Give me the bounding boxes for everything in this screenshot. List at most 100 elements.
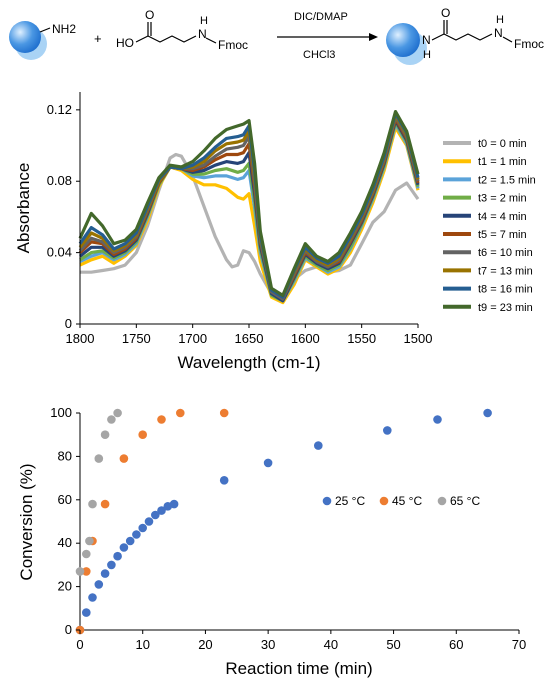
conv-point-s1 (100, 499, 110, 509)
conv-legend: 25 °C 45 °C 65 °C (322, 494, 480, 508)
conv-point-s2 (85, 536, 94, 546)
conv-point-s2 (88, 499, 97, 509)
conv-y-tick-label: 0 (65, 622, 72, 637)
plus-sign: + (94, 31, 102, 46)
ir-legend-label: t4 = 4 min (478, 211, 527, 223)
conv-point-s2 (107, 415, 116, 424)
conv-point-s0 (113, 551, 122, 561)
conv-legend-label: 25 °C (335, 494, 365, 508)
conditions-bottom: CHCl3 (303, 49, 335, 61)
conv-y-tick-label: 100 (50, 405, 72, 420)
conv-point-s0 (125, 536, 135, 546)
ir-y-axis-label: Absorbance (14, 163, 33, 254)
acid-ho-label: HO (116, 36, 134, 50)
conv-x-tick-label: 40 (324, 637, 338, 652)
ir-x-axis-label: Wavelength (cm-1) (178, 353, 321, 372)
ir-legend-label: t8 = 16 min (478, 284, 533, 296)
conv-point-s1 (82, 567, 91, 576)
resin-bead-right (386, 23, 420, 57)
conv-x-axis-label: Reaction time (min) (225, 659, 372, 678)
amine-label: NH2 (52, 22, 76, 36)
conv-point-s1 (219, 408, 229, 418)
product-fmoc-bond (502, 36, 513, 43)
ir-legend: t0 = 0 min t1 = 1 min t2 = 1.5 min t3 = 2 m… (443, 138, 536, 314)
conv-point-s0 (94, 580, 104, 589)
conv-point-s0 (314, 441, 323, 450)
conv-x-tick-label: 70 (512, 637, 526, 652)
conv-legend-label: 65 °C (450, 494, 480, 508)
ir-x-tick-label: 1750 (122, 331, 151, 346)
reaction-scheme: NH2 + HO O H N Fmoc DIC/DMAP CHCl3 N H O… (9, 6, 544, 65)
conv-point-s0 (82, 608, 91, 617)
ir-legend-label: t6 = 10 min (478, 247, 533, 259)
ir-spectra-chart: 1800 1750 1700 1650 1600 1550 1500 0 0.04 0.08 0.1… (14, 92, 536, 372)
ir-legend-label: t2 = 1.5 min (478, 174, 536, 186)
conv-point-s0 (219, 476, 229, 485)
conv-y-axis-label: Conversion (%) (17, 463, 36, 580)
conv-point-s0 (169, 499, 179, 509)
bond-line (39, 27, 51, 33)
conv-point-s0 (483, 408, 492, 418)
conv-point-s0 (132, 530, 141, 539)
ir-legend-label: t0 = 0 min (478, 138, 527, 150)
ir-x-tick-label: 1550 (347, 331, 376, 346)
ir-series-line-9 (78, 110, 420, 297)
ir-series-line-6 (78, 115, 420, 301)
acid-skeleton (135, 35, 197, 43)
acid-fmoc-label: Fmoc (218, 38, 248, 52)
conv-point-s2 (94, 454, 104, 463)
ir-legend-label: t7 = 13 min (478, 265, 533, 277)
product-fmoc-label: Fmoc (514, 37, 544, 51)
conv-point-s0 (383, 426, 392, 435)
conv-point-s0 (157, 506, 166, 515)
ir-legend-label: t9 = 23 min (478, 302, 533, 314)
conv-point-s0 (151, 510, 160, 520)
acid-fmoc-bond (205, 37, 217, 44)
conv-x-tick-label: 0 (76, 637, 83, 652)
resin-bead-left (9, 21, 41, 53)
conv-point-s1 (119, 454, 129, 463)
ir-legend-label: t1 = 1 min (478, 156, 527, 168)
ir-y-tick-label: 0.04 (47, 245, 72, 260)
product-n-label: N (422, 33, 431, 47)
ir-x-tick-label: 1800 (66, 331, 95, 346)
conv-point-s1 (138, 430, 147, 440)
ir-series-line-0 (80, 152, 420, 303)
ir-tick-labels: 1800 1750 1700 1650 1600 1550 1500 0 0.04 0.08 0.1… (47, 102, 433, 346)
conv-point-s2 (113, 408, 122, 418)
conv-point-s0 (107, 560, 116, 570)
conv-point-s0 (88, 593, 97, 602)
conv-x-tick-label: 20 (198, 637, 212, 652)
ir-x-tick-label: 1600 (291, 331, 320, 346)
conv-legend-marker (322, 496, 332, 506)
conv-x-tick-label: 60 (449, 637, 463, 652)
acid-n-label: N (198, 27, 207, 41)
conv-legend-marker (379, 496, 389, 506)
conv-x-tick-label: 10 (135, 637, 149, 652)
ir-series-lines (78, 110, 420, 305)
conv-point-s0 (138, 523, 147, 533)
conv-point-s2 (100, 430, 110, 440)
ir-y-tick-label: 0.08 (47, 173, 72, 188)
product-n2-label: N (494, 26, 503, 40)
conv-point-s1 (157, 415, 166, 424)
conv-legend-marker (437, 496, 447, 506)
conv-point-s0 (100, 569, 110, 578)
conv-point-s1 (176, 408, 185, 418)
conv-y-tick-label: 40 (58, 535, 72, 550)
conv-x-tick-label: 50 (386, 637, 400, 652)
ir-y-tick-label: 0.12 (47, 102, 72, 117)
conv-point-s0 (263, 458, 273, 468)
ir-x-tick-label: 1700 (178, 331, 207, 346)
ir-y-tick-label: 0 (65, 316, 72, 331)
conv-y-tick-label: 60 (58, 492, 72, 507)
ir-legend-label: t3 = 2 min (478, 193, 527, 205)
conv-legend-label: 45 °C (392, 494, 422, 508)
conv-point-s0 (144, 517, 154, 526)
reaction-arrowhead (369, 33, 378, 41)
ir-series-line-7 (78, 113, 420, 299)
conv-y-tick-label: 80 (58, 448, 72, 463)
product-skeleton (431, 33, 493, 41)
conversion-chart: 0 10 20 30 40 50 60 70 0 20 40 60 80 100 Reaction tim… (17, 405, 526, 678)
